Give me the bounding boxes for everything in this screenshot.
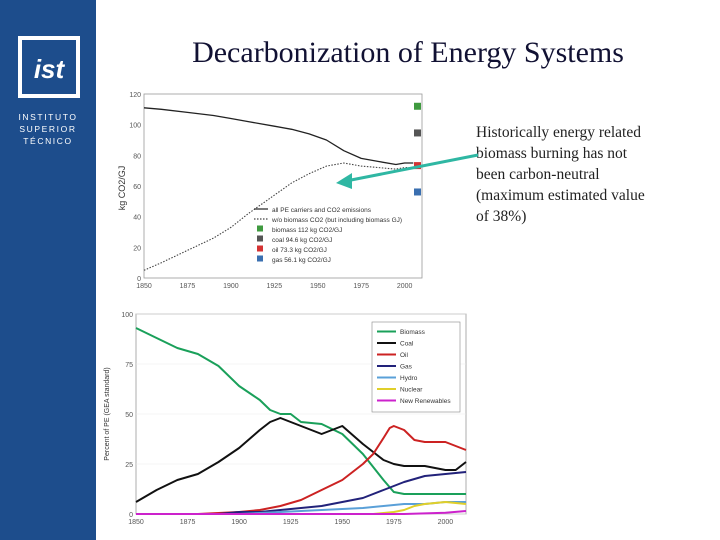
- y-tick-label: 0: [129, 512, 133, 519]
- note-text: Historically energy related biomass burn…: [476, 122, 696, 227]
- x-tick-label: 1875: [180, 283, 196, 290]
- logo-line-3: TÉCNICO: [23, 136, 73, 146]
- y-tick-label: 20: [133, 245, 141, 252]
- x-tick-label: 1850: [136, 283, 152, 290]
- legend-label: Hydro: [400, 375, 418, 382]
- y-tick-label: 25: [125, 462, 133, 469]
- ist-logo: ist: [18, 36, 80, 98]
- legend-label: oil 73.3 kg CO2/GJ: [272, 247, 327, 254]
- marker-coal: [414, 129, 421, 137]
- marker-biomass: [414, 102, 421, 110]
- legend-swatch: [257, 235, 263, 242]
- marker-gas: [414, 188, 421, 196]
- legend-swatch: [257, 225, 263, 232]
- legend-label: gas 56.1 kg CO2/GJ: [272, 257, 331, 264]
- energy-share-chart: Percent of PE (GEA standard) Biomass Coal…: [96, 300, 476, 540]
- y-tick-label: 80: [133, 153, 141, 160]
- logo-line-1: INSTITUTO: [18, 112, 78, 122]
- series-line-biomass: [135, 327, 466, 495]
- legend-swatch: [257, 255, 263, 262]
- series-line-gas: [136, 471, 467, 515]
- legend-swatch: [257, 245, 263, 252]
- legend-label: all PE carriers and CO2 emissions: [272, 207, 372, 214]
- logo-line-2: SUPERIOR: [19, 124, 77, 134]
- y-axis-label: Percent of PE (GEA standard): [104, 367, 111, 460]
- note-line: been carbon-neutral: [476, 166, 600, 183]
- y-tick-label: 60: [133, 184, 141, 191]
- y-tick-label: 50: [125, 412, 133, 419]
- y-tick-label: 0: [137, 276, 141, 283]
- note-line: biomass burning has not: [476, 145, 628, 162]
- x-tick-label: 1975: [353, 283, 369, 290]
- logo-mark: ist: [34, 54, 66, 84]
- legend-label: New Renewables: [400, 398, 451, 405]
- x-tick-label: 1925: [283, 519, 299, 526]
- x-tick-label: 2000: [438, 519, 454, 526]
- sidebar: ist INSTITUTO SUPERIOR TÉCNICO: [0, 0, 96, 540]
- note-line: of 38%): [476, 208, 527, 225]
- note-line: Historically energy related: [476, 124, 641, 141]
- x-tick-label: 1925: [267, 283, 283, 290]
- legend-label: Coal: [400, 341, 414, 348]
- x-tick-label: 2000: [397, 283, 413, 290]
- y-tick-label: 75: [125, 362, 133, 369]
- legend-label: w/o biomass CO2 (but including biomass G…: [271, 217, 402, 224]
- pointer-arrow: [336, 153, 479, 189]
- series-line-coal: [135, 417, 467, 503]
- legend-label: Oil: [400, 352, 409, 359]
- y-tick-label: 100: [121, 312, 133, 319]
- note-line: (maximum estimated value: [476, 187, 645, 204]
- y-tick-label: 100: [129, 123, 141, 130]
- y-tick-label: 120: [129, 92, 141, 99]
- legend-label: Nuclear: [400, 387, 423, 394]
- x-tick-label: 1950: [334, 519, 350, 526]
- legend-label: Gas: [400, 364, 413, 371]
- x-tick-label: 1950: [310, 283, 326, 290]
- x-tick-label: 1875: [180, 519, 196, 526]
- series-line-all-pe-carriers-and-co2-emissions: [143, 107, 414, 166]
- x-tick-label: 1900: [223, 283, 239, 290]
- y-tick-label: 40: [133, 215, 141, 222]
- slide-title: Decarbonization of Energy Systems: [192, 36, 624, 69]
- x-tick-label: 1975: [386, 519, 402, 526]
- legend-label: biomass 112 kg CO2/GJ: [272, 227, 342, 234]
- series-line-oil: [136, 425, 467, 515]
- y-axis-label: kg CO2/GJ: [117, 166, 127, 211]
- series-line-new-renewables: [136, 510, 467, 515]
- x-tick-label: 1850: [128, 519, 144, 526]
- x-tick-label: 1900: [231, 519, 247, 526]
- legend-label: Biomass: [400, 329, 426, 336]
- legend-label: coal 94.6 kg CO2/GJ: [272, 237, 332, 244]
